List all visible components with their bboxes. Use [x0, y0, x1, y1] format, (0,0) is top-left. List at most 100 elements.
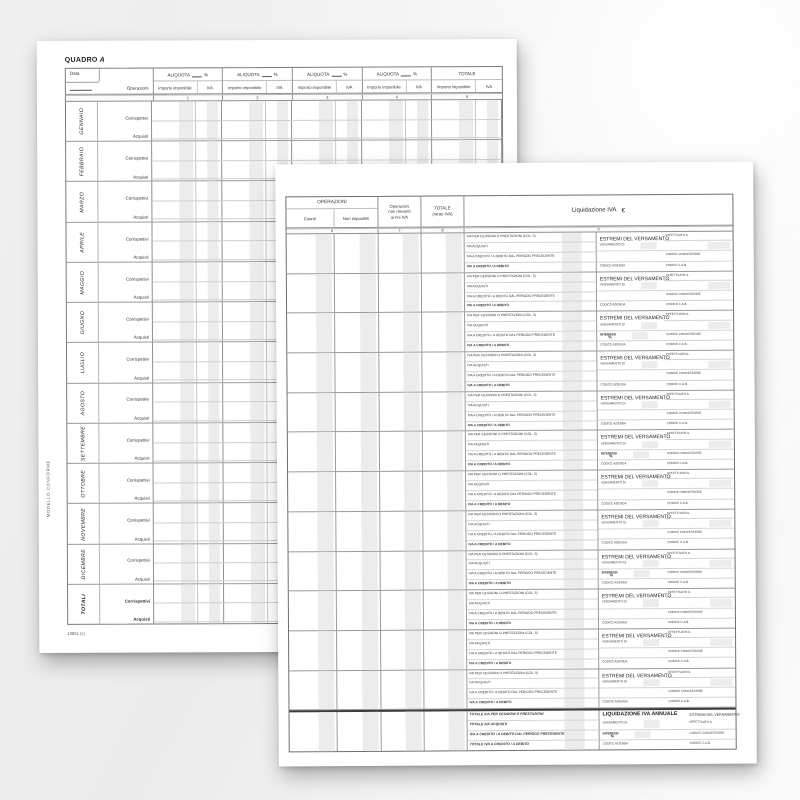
- month-cell: DICEMBRE: [67, 544, 101, 584]
- entry-shade-box: [709, 479, 732, 488]
- divider: [98, 68, 100, 82]
- esenti-cell: [289, 630, 338, 670]
- cents-shade-band: [361, 471, 378, 511]
- codice-cab-label: CODICE C.A.B.: [666, 381, 688, 386]
- cents-shade-band: [445, 273, 463, 312]
- cents-shade-band: [318, 630, 335, 670]
- entry-shade-box: [708, 321, 731, 329]
- iva-cessioni-label: IVA PER CESSIONI O PRESTAZIONI (COL. 5): [467, 352, 537, 358]
- non-rilevanti-cell: [379, 392, 423, 432]
- iva-credito-debito-precedente-label: IVA A CREDITO / A DEBITO DAL PERIODO PRE…: [467, 372, 556, 378]
- annual-versamento-area: LIQUIDAZIONE IVA ANNUALE ESTREMI DEL VER…: [599, 710, 740, 750]
- liquidazione-header: OPERAZIONI Esenti Non imponibili Operazi…: [286, 194, 733, 229]
- codici-row: CODICE AZIENDA CODICE C.A.B.: [597, 380, 733, 390]
- month-cell: MAGGIO: [66, 262, 100, 303]
- liquidazione-table: OPERAZIONI Esenti Non imponibili Operazi…: [285, 193, 740, 753]
- non-imponibili-cell: [334, 273, 380, 313]
- quadro-a-header: Data Operazioni ALIQUOTA% Importo imponi…: [65, 67, 502, 95]
- liquidation-row-label: IVA A CREDITO / A DEBITO: [467, 580, 598, 590]
- non-rilevanti-cell: [378, 273, 423, 313]
- corrispettivi-label: Corrispettivi: [125, 115, 149, 121]
- percent-label: %: [610, 734, 615, 739]
- liquidation-labels: IVA PER CESSIONI O PRESTAZIONI (COL. 5) …: [465, 311, 598, 352]
- aliquota-label: ALIQUOTA: [306, 71, 330, 77]
- totale-cell: [424, 711, 468, 751]
- non-rilevanti-cell: [381, 630, 425, 670]
- iva-credito-debito-label: IVA A CREDITO / A DEBITO: [467, 303, 510, 308]
- iva-acquisti-label: IVA ACQUISTI: [467, 442, 490, 447]
- estremi-versamento-title: ESTREMI DEL VERSAMENTO: [601, 474, 671, 481]
- column-number-4: 4: [362, 94, 433, 100]
- totale-sub-label: (netto IVA): [432, 211, 453, 217]
- entry-shade-box: [634, 730, 651, 739]
- importo-imponibile-label: Importo imponibile: [153, 81, 198, 94]
- cents-shade-band: [405, 670, 422, 709]
- totale-cell: [424, 669, 468, 709]
- iva-label: IVA: [485, 83, 493, 89]
- liquidation-row-label: IVA A CREDITO / A DEBITO: [466, 540, 597, 550]
- iva-credito-debito-label: IVA A CREDITO / A DEBITO: [468, 541, 511, 546]
- iva-credito-debito-label: IVA A CREDITO / A DEBITO: [466, 263, 509, 269]
- operation-labels-cell: Corrispettivi Acquisti: [99, 503, 154, 544]
- iva-credito-debito-precedente-label: IVA A CREDITO / A DEBITO DAL PERIODO PRE…: [469, 731, 565, 737]
- form-code: 13851 (c): [67, 630, 85, 636]
- totale-cell: [423, 550, 467, 590]
- liquidation-row-label: IVA A CREDITO / A DEBITO: [465, 342, 596, 352]
- aliquota-header: ALIQUOTA%: [362, 67, 432, 81]
- liquidation-labels: IVA PER CESSIONI O PRESTAZIONI (COL. 5) …: [467, 629, 600, 669]
- estremi-versamento-title: ESTREMI DEL VERSAMENTO: [602, 672, 672, 680]
- totale-cell: [424, 630, 468, 670]
- iva-credito-debito-precedente-label: IVA A CREDITO / A DEBITO DAL PERIODO PRE…: [467, 332, 556, 338]
- iva-credito-debito-precedente-label: IVA A CREDITO / A DEBITO DAL PERIODO PRE…: [469, 690, 558, 695]
- iva-cessioni-label: IVA PER CESSIONI O PRESTAZIONI (COL. 5): [468, 591, 538, 596]
- codice-concessione-label: CODICE CONCESSIONE: [667, 490, 702, 495]
- non-imponibili-label: Non imponibili: [342, 215, 370, 221]
- aliquota-blank-line: [401, 70, 412, 76]
- non-rilevanti-header: Operazioni non rilevanti ai fini IVA: [378, 196, 422, 227]
- esenti-cell: [287, 392, 336, 432]
- codice-cab-label: CODICE C.A.B.: [666, 460, 689, 466]
- monthly-liquidation-block: IVA PER CESSIONI O PRESTAZIONI (COL. 5) …: [289, 668, 736, 711]
- cents-shade-band: [317, 511, 334, 551]
- non-rilevanti-cell: [379, 312, 423, 352]
- month-cell: FEBBRAIO: [66, 142, 99, 182]
- aliquota-label: ALIQUOTA: [167, 71, 190, 77]
- monthly-liquidation-block: IVA PER CESSIONI O PRESTAZIONI (COL. 5) …: [288, 469, 735, 513]
- non-rilevanti-cell: [380, 590, 425, 630]
- cents-shade-band: [359, 233, 376, 273]
- codici-row: CODICE AZIENDA CODICE C.A.B.: [599, 658, 735, 668]
- month-label: MAGGIO: [79, 270, 86, 295]
- operation-labels-cell: Corrispettivi Acquisti: [98, 141, 153, 182]
- codice-azienda-label: CODICE AZIENDA: [599, 262, 626, 268]
- month-cell: AGOSTO: [67, 383, 100, 423]
- cents-shade-band: [318, 712, 335, 752]
- non-rilevanti-cell: [378, 233, 422, 273]
- column-number-5: 5: [465, 94, 469, 100]
- iva-cessioni-label: IVA PER CESSIONI O PRESTAZIONI (COL. 5): [469, 630, 538, 636]
- entry-shade-box: [707, 241, 730, 250]
- versamento-di-label: VERSAMENTO DI: [601, 559, 627, 565]
- cents-shade-band: [404, 511, 421, 551]
- estremi-versamento-title: ESTREMI DEL VERSAMENTO: [601, 513, 671, 521]
- cents-shade-band: [359, 273, 377, 313]
- entry-shade-box: [709, 599, 732, 607]
- totale-cell: [422, 312, 466, 352]
- non-imponibili-cell: [337, 712, 382, 752]
- entry-shade-box: [640, 281, 657, 290]
- liquidation-labels: IVA PER CESSIONI O PRESTAZIONI (COL. 5) …: [466, 589, 600, 630]
- versamento-di-label: VERSAMENTO DI: [600, 401, 626, 406]
- operation-labels-cell: Corrispettivi Acquisti: [99, 423, 154, 463]
- amount-cells: [151, 100, 503, 141]
- cents-shade-band: [448, 711, 465, 751]
- cents-shade-band: [316, 353, 333, 392]
- codici-row: CODICE AZIENDA CODICE C.A.B.: [598, 420, 734, 430]
- iva-acquisti-label: IVA ACQUISTI: [469, 640, 491, 646]
- esenti-cell: [287, 353, 336, 393]
- corrispettivi-label: Corrispettivi: [127, 517, 150, 523]
- esenti-cell: [288, 472, 337, 512]
- codice-cab-label: CODICE C.A.B.: [668, 659, 690, 664]
- versamento-area: ESTREMI DEL VERSAMENTO EFFETTUATO IL VER…: [597, 311, 734, 351]
- acquisti-label: Acquisti: [134, 375, 150, 381]
- acquisti-label: Acquisti: [133, 214, 149, 220]
